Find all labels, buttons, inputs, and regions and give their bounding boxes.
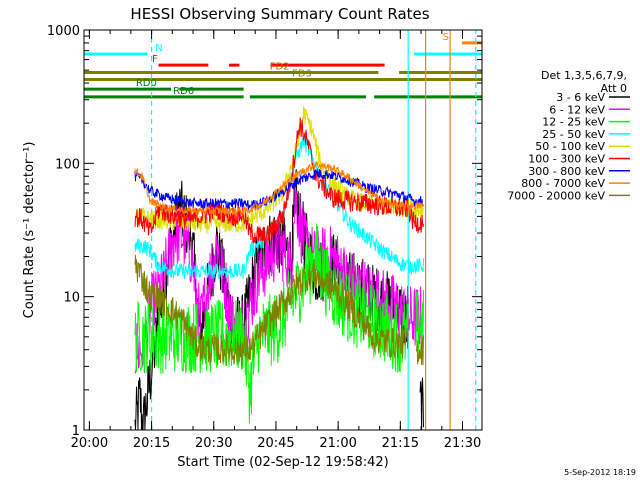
legend-header-0: Det 1,3,5,6,7,9, [541,69,627,82]
flag-label-rd6: RD6 [173,86,194,97]
legend-label-6-12-kev: 6 - 12 keV [549,103,605,116]
x-tick-label: 21:15 [382,436,419,451]
x-tick-label: 20:00 [71,436,108,451]
series-group [134,106,424,431]
ticks-group: 20:00 20:15 20:30 20:45 21:00 21:15 21:30 1 10 10… [47,24,482,451]
series-line-800-7000-kev [134,161,424,217]
flag-label-rd0: RD0 [136,78,157,89]
plot-frame [83,29,483,431]
x-tick-label: 21:30 [444,436,481,451]
chart-title: HESSI Observing Summary Count Rates [130,5,429,23]
legend-label-7000-20000-kev: 7000 - 20000 keV [507,189,605,202]
x-tick-label: 21:00 [319,436,356,451]
x-axis-label: Start Time (02-Sep-12 19:58:42) [177,455,388,470]
legend-label-3-6-kev: 3 - 6 keV [556,91,605,104]
series-line-25-50-kev [134,132,424,280]
legend-header-1: Att 0 [601,82,627,95]
x-tick-label: 20:15 [133,436,170,451]
series-line-7000-20000-kev [134,254,424,367]
y-tick-label: 1000 [47,24,80,39]
legend-label-50-100-kev: 50 - 100 keV [535,140,605,153]
y-axis-label: Count Rate (s⁻¹ detector⁻¹) [22,142,37,319]
flag-label-f: F [152,54,158,65]
legend-label-25-50-kev: 25 - 50 keV [542,128,605,141]
legend-label-800-7000-kev: 800 - 7000 keV [521,177,605,190]
timestamp: 5-Sep-2012 18:19 [564,468,636,477]
legend-label-300-800-kev: 300 - 800 keV [528,165,605,178]
legend-label-12-25-kev: 12 - 25 keV [542,116,605,129]
legend-label-100-300-kev: 100 - 300 keV [528,153,605,166]
flag-label-fd2: FD2 [270,62,290,73]
x-tick-label: 20:30 [195,436,232,451]
y-tick-label: 10 [63,291,80,306]
series-line-12-25-kev [134,223,424,424]
x-tick-label: 20:45 [257,436,294,451]
flag-label-fd3: FD3 [292,69,312,80]
flag-label-n: N [155,43,162,54]
y-tick-label: 1 [72,424,80,439]
y-tick-label: 100 [55,157,80,172]
flag-label-s: S [443,32,449,43]
